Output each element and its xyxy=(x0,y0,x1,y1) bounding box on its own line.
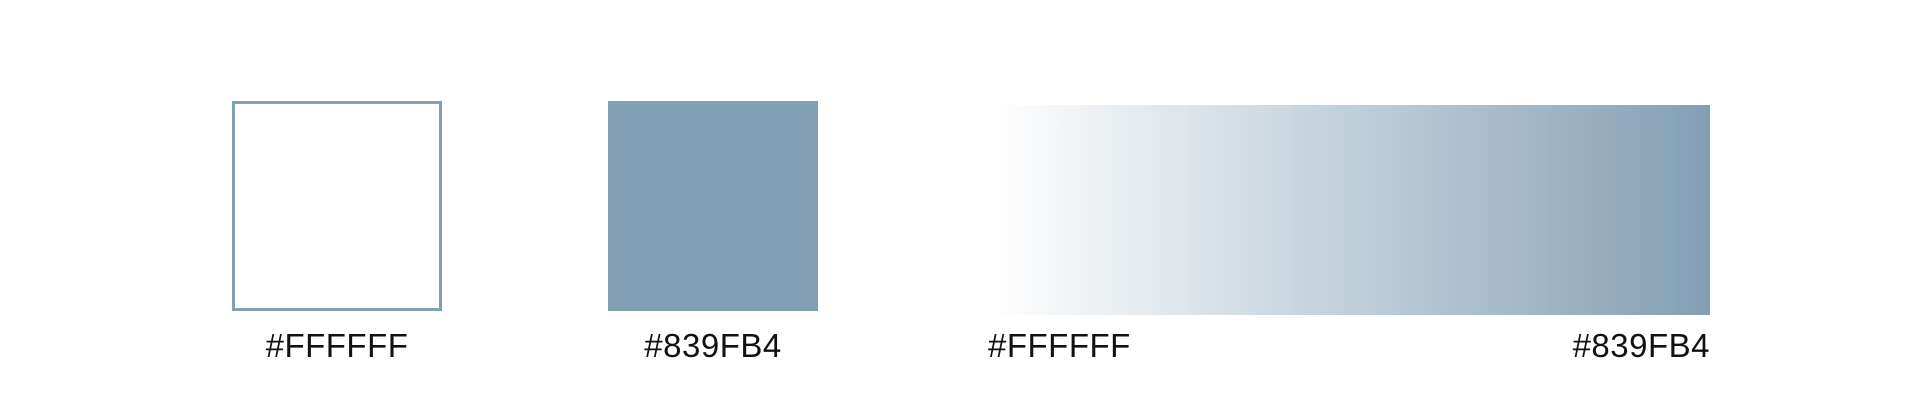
white-swatch-hex-label: #FFFFFF xyxy=(265,327,409,364)
gradient-end-hex-label: #839FB4 xyxy=(1572,327,1710,364)
white-to-blue-gradient-bar xyxy=(990,105,1710,315)
gradient-start-hex-label: #FFFFFF xyxy=(988,327,1131,364)
white-color-swatch xyxy=(232,101,442,311)
blue-swatch-hex-label: #839FB4 xyxy=(644,327,782,364)
blue-color-swatch xyxy=(608,101,818,311)
